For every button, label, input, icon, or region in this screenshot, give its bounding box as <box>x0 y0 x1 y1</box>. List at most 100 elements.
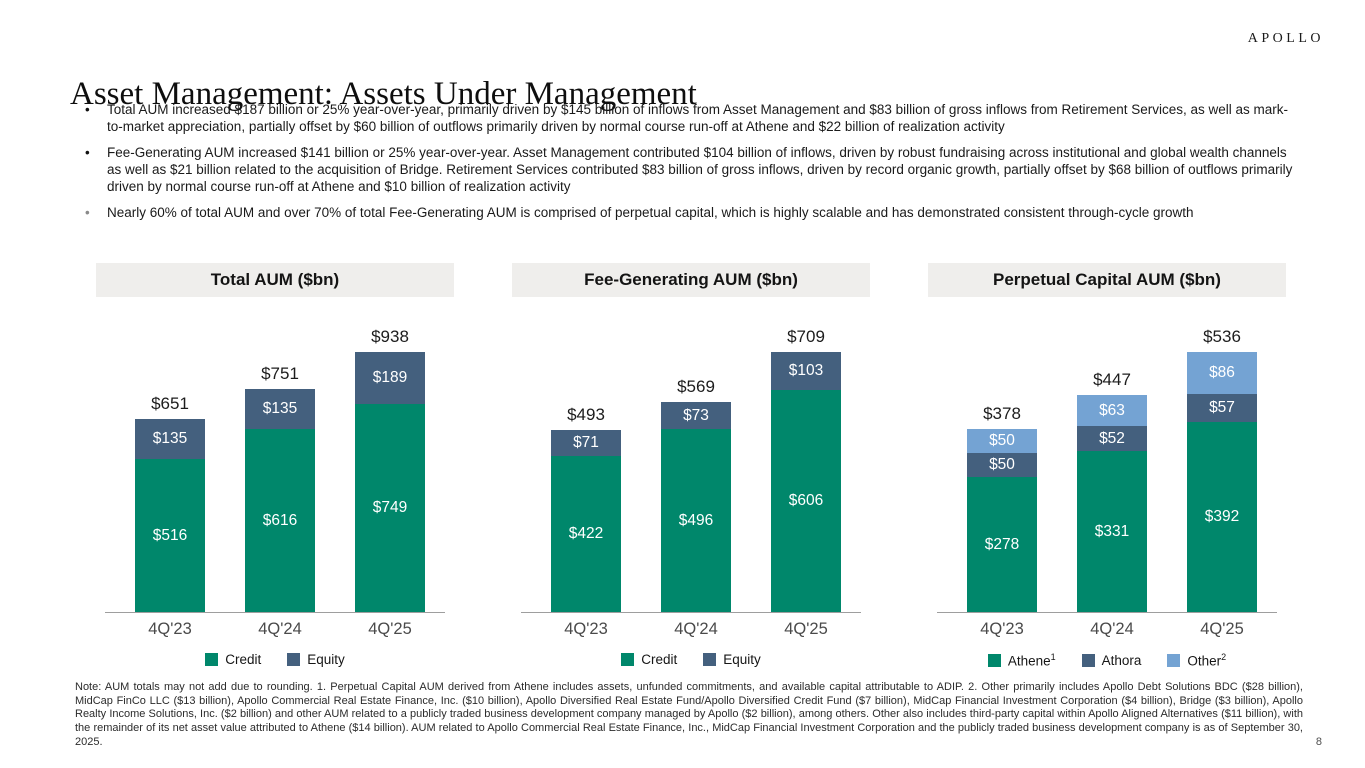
legend-swatch-icon <box>987 653 1001 667</box>
bar-column-4q-24: $751 $135 $616 <box>245 327 315 612</box>
bar-column-4q-23: $493 $71 $422 <box>551 327 621 612</box>
bar-segment-equity: $135 <box>135 419 205 459</box>
x-tick-label: 4Q'23 <box>564 620 608 638</box>
x-tick-label: 4Q'25 <box>1200 620 1244 638</box>
segment-value-label: $57 <box>1209 398 1235 416</box>
segment-value-label: $135 <box>262 400 298 417</box>
x-tick-label: 4Q'25 <box>784 620 828 638</box>
segment-value-label: $52 <box>1099 429 1125 447</box>
chart-legend: Athene1 Athora Other2 <box>928 652 1286 669</box>
bar-segment-athene: $392 <box>1187 421 1257 612</box>
legend-item-equity: Equity <box>703 652 761 667</box>
legend-label: Other2 <box>1187 652 1227 669</box>
bar-total-label: $651 <box>151 394 189 413</box>
bar-segment-athene: $278 <box>967 477 1037 612</box>
segment-value-label: $606 <box>788 491 824 509</box>
x-tick-label: 4Q'25 <box>368 620 412 638</box>
bar-total-label: $569 <box>677 377 715 396</box>
bullet-text: Nearly 60% of total AUM and over 70% of … <box>107 205 1194 220</box>
apollo-logo: APOLLO <box>1247 31 1324 46</box>
bar-total-label: $378 <box>983 404 1021 423</box>
bullet-text: Total AUM increased $187 billion or 25% … <box>107 102 1289 134</box>
bar-segment-credit: $496 <box>661 429 731 612</box>
bar-total-label: $447 <box>1093 370 1131 389</box>
chart-perpetual-capital-aum-bn: Perpetual Capital AUM ($bn) $378 $50 $50 $27… <box>928 263 1286 669</box>
bar-segment-credit: $422 <box>551 456 621 612</box>
segment-value-label: $189 <box>372 369 408 387</box>
segment-value-label: $516 <box>152 526 188 544</box>
bar-segment-credit: $749 <box>355 404 425 612</box>
segment-value-label: $392 <box>1204 507 1240 525</box>
bar-total-label: $493 <box>567 405 605 424</box>
legend-item-credit: Credit <box>621 652 677 667</box>
legend-swatch-icon <box>1167 653 1181 667</box>
legend-item-athene: Athene1 <box>987 652 1056 669</box>
legend-item-other: Other2 <box>1167 652 1226 669</box>
x-tick-label: 4Q'24 <box>674 620 718 638</box>
bar-column-4q-25: $938 $189 $749 <box>355 327 425 612</box>
x-axis-labels: 4Q'23 4Q'24 4Q'25 <box>937 613 1277 639</box>
legend-label: Athora <box>1101 652 1142 668</box>
segment-value-label: $50 <box>989 432 1015 449</box>
segment-value-label: $278 <box>984 535 1020 553</box>
bar-segment-athora: $57 <box>1187 393 1257 422</box>
chart-plot-area: $378 $50 $50 $278 $447 $63 $52 $331 $536 $86 $57 $3… <box>937 327 1277 613</box>
chart-legend: Credit Equity <box>96 652 454 667</box>
legend-label: Athene1 <box>1007 652 1056 669</box>
bar-segment-other: $63 <box>1077 395 1147 426</box>
bar-segment-equity: $189 <box>355 352 425 405</box>
page-title: Asset Management: Assets Under Managemen… <box>70 76 697 113</box>
x-tick-label: 4Q'24 <box>258 620 302 638</box>
bullet-item-3: • Nearly 60% of total AUM and over 70% o… <box>85 204 1303 221</box>
legend-swatch-icon <box>1081 653 1095 667</box>
bullet-text: Fee-Generating AUM increased $141 billio… <box>107 145 1293 194</box>
bullet-marker: • <box>85 205 90 220</box>
bar-segment-athora: $50 <box>967 453 1037 477</box>
bar-segment-equity: $103 <box>771 352 841 390</box>
bar-total-label: $751 <box>261 364 299 383</box>
x-axis-labels: 4Q'23 4Q'24 4Q'25 <box>105 613 445 639</box>
chart-title: Fee-Generating AUM ($bn) <box>512 263 870 297</box>
bar-segment-athora: $52 <box>1077 426 1147 451</box>
segment-value-label: $422 <box>568 525 604 542</box>
chart-plot-area: $651 $135 $516 $751 $135 $616 $938 $189 $749 <box>105 327 445 613</box>
bar-segment-equity: $135 <box>245 389 315 429</box>
x-tick-label: 4Q'23 <box>980 620 1024 638</box>
bullet-item-1: • Total AUM increased $187 billion or 25… <box>85 101 1303 135</box>
bar-total-label: $938 <box>371 327 409 346</box>
segment-value-label: $616 <box>262 511 298 529</box>
legend-label: Equity <box>723 652 761 667</box>
bar-segment-equity: $73 <box>661 402 731 429</box>
bar-segment-credit: $616 <box>245 429 315 612</box>
legend-item-credit: Credit <box>205 652 261 667</box>
legend-label: Credit <box>225 652 262 667</box>
legend-item-equity: Equity <box>287 652 345 667</box>
legend-swatch-icon <box>703 653 717 666</box>
segment-value-label: $331 <box>1094 522 1130 540</box>
bullet-marker: • <box>85 102 90 117</box>
x-axis-labels: 4Q'23 4Q'24 4Q'25 <box>521 613 861 639</box>
segment-value-label: $71 <box>573 434 599 451</box>
chart-title: Total AUM ($bn) <box>96 263 454 297</box>
bullet-list: • Total AUM increased $187 billion or 25… <box>85 101 1303 230</box>
legend-swatch-icon <box>205 653 219 666</box>
page-number: 8 <box>1315 736 1322 748</box>
bar-column-4q-24: $447 $63 $52 $331 <box>1077 327 1147 612</box>
segment-value-label: $63 <box>1099 401 1125 419</box>
chart-legend: Credit Equity <box>512 652 870 667</box>
chart-title: Perpetual Capital AUM ($bn) <box>928 263 1286 297</box>
legend-footnote-marker: 2 <box>1221 652 1227 662</box>
bar-segment-athene: $331 <box>1077 451 1147 612</box>
legend-swatch-icon <box>621 653 635 666</box>
legend-label: Credit <box>641 652 678 667</box>
bullet-marker: • <box>85 145 90 160</box>
bar-segment-other: $50 <box>967 429 1037 453</box>
x-tick-label: 4Q'24 <box>1090 620 1134 638</box>
legend-item-athora: Athora <box>1081 652 1142 668</box>
legend-footnote-marker: 1 <box>1050 652 1056 662</box>
bar-column-4q-25: $709 $103 $606 <box>771 327 841 612</box>
bar-column-4q-24: $569 $73 $496 <box>661 327 731 612</box>
bar-column-4q-23: $378 $50 $50 $278 <box>967 327 1037 612</box>
x-tick-label: 4Q'23 <box>148 620 192 638</box>
footnote: Note: AUM totals may not add due to roun… <box>75 681 1303 748</box>
